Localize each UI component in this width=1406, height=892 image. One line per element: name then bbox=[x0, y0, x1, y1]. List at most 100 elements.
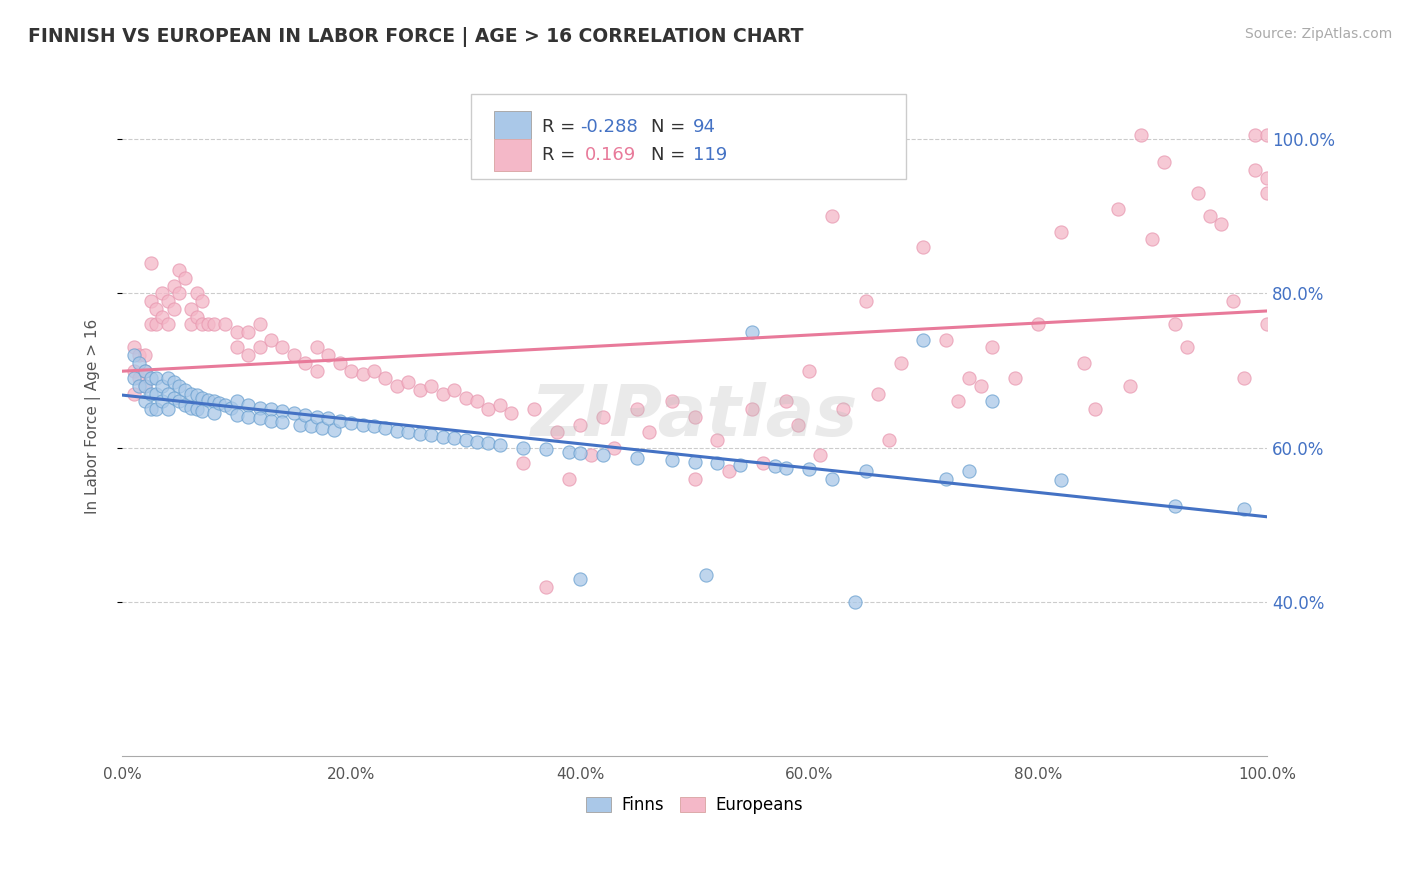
Point bbox=[432, 430, 454, 444]
Point bbox=[981, 394, 1004, 409]
Point bbox=[145, 371, 167, 385]
Point bbox=[214, 318, 236, 332]
Point bbox=[523, 402, 546, 417]
Point bbox=[174, 383, 197, 397]
Point bbox=[844, 595, 866, 609]
Point bbox=[191, 391, 214, 405]
Point bbox=[477, 436, 499, 450]
Point bbox=[260, 333, 283, 347]
Point bbox=[866, 386, 889, 401]
Point bbox=[683, 454, 706, 468]
Point bbox=[534, 580, 557, 594]
Point bbox=[626, 450, 648, 465]
Point bbox=[912, 333, 935, 347]
Point bbox=[592, 449, 614, 463]
FancyBboxPatch shape bbox=[471, 95, 907, 179]
Point bbox=[186, 402, 208, 417]
Point bbox=[1164, 318, 1187, 332]
Point bbox=[329, 414, 352, 428]
Point bbox=[546, 425, 568, 440]
Point bbox=[957, 371, 980, 385]
Point bbox=[661, 394, 683, 409]
Point bbox=[832, 402, 855, 417]
Point bbox=[981, 340, 1004, 354]
Point bbox=[134, 379, 156, 393]
Point bbox=[489, 398, 512, 412]
Text: N =: N = bbox=[651, 145, 690, 164]
Point bbox=[443, 383, 465, 397]
Point bbox=[163, 391, 186, 405]
Point bbox=[385, 424, 408, 438]
Point bbox=[128, 371, 150, 385]
Point bbox=[169, 263, 191, 277]
Text: R =: R = bbox=[543, 145, 588, 164]
Point bbox=[236, 325, 259, 339]
Point bbox=[174, 271, 197, 285]
Point bbox=[512, 441, 534, 455]
Point bbox=[935, 472, 957, 486]
Point bbox=[763, 459, 786, 474]
Point bbox=[557, 444, 579, 458]
Point bbox=[557, 472, 579, 486]
Point bbox=[706, 456, 728, 470]
Point bbox=[683, 472, 706, 486]
Text: 94: 94 bbox=[693, 118, 717, 136]
Point bbox=[236, 348, 259, 362]
Point bbox=[489, 437, 512, 451]
Point bbox=[741, 325, 763, 339]
Point bbox=[1164, 499, 1187, 513]
Point bbox=[236, 398, 259, 412]
Point bbox=[454, 391, 477, 405]
Point bbox=[374, 371, 396, 385]
Point bbox=[352, 417, 374, 432]
Point bbox=[122, 340, 145, 354]
Point bbox=[855, 294, 877, 309]
Point bbox=[150, 394, 173, 409]
Point bbox=[122, 348, 145, 362]
Point bbox=[1256, 186, 1278, 201]
Point bbox=[717, 464, 740, 478]
Text: 0.169: 0.169 bbox=[585, 145, 636, 164]
Point bbox=[810, 449, 832, 463]
Point bbox=[225, 408, 247, 422]
Point bbox=[249, 411, 271, 425]
Point bbox=[396, 375, 419, 389]
Point bbox=[294, 408, 316, 422]
Point bbox=[156, 318, 179, 332]
Point bbox=[169, 394, 191, 409]
Text: ZIPatlas: ZIPatlas bbox=[531, 383, 858, 451]
Point bbox=[661, 453, 683, 467]
Point bbox=[1222, 294, 1244, 309]
Point bbox=[603, 441, 626, 455]
Point bbox=[1118, 379, 1140, 393]
Point bbox=[283, 348, 305, 362]
Point bbox=[299, 419, 322, 434]
Point bbox=[352, 368, 374, 382]
Point bbox=[797, 363, 820, 377]
Point bbox=[186, 310, 208, 324]
Point bbox=[912, 240, 935, 254]
Point bbox=[1256, 170, 1278, 185]
Point bbox=[821, 472, 844, 486]
Point bbox=[260, 414, 283, 428]
Point bbox=[396, 425, 419, 440]
Point bbox=[420, 379, 443, 393]
Point bbox=[156, 371, 179, 385]
Point bbox=[169, 286, 191, 301]
Point bbox=[741, 402, 763, 417]
Point bbox=[208, 396, 231, 410]
Point bbox=[1050, 473, 1073, 487]
Point bbox=[454, 433, 477, 447]
Point bbox=[569, 446, 592, 460]
Point bbox=[775, 460, 797, 475]
Point bbox=[329, 356, 352, 370]
Point bbox=[1153, 155, 1175, 169]
Point bbox=[197, 318, 219, 332]
Point bbox=[150, 286, 173, 301]
Legend: Finns, Europeans: Finns, Europeans bbox=[578, 788, 811, 822]
Point bbox=[139, 318, 162, 332]
Point bbox=[1050, 225, 1073, 239]
Point bbox=[139, 386, 162, 401]
Point bbox=[637, 425, 659, 440]
Point bbox=[946, 394, 969, 409]
